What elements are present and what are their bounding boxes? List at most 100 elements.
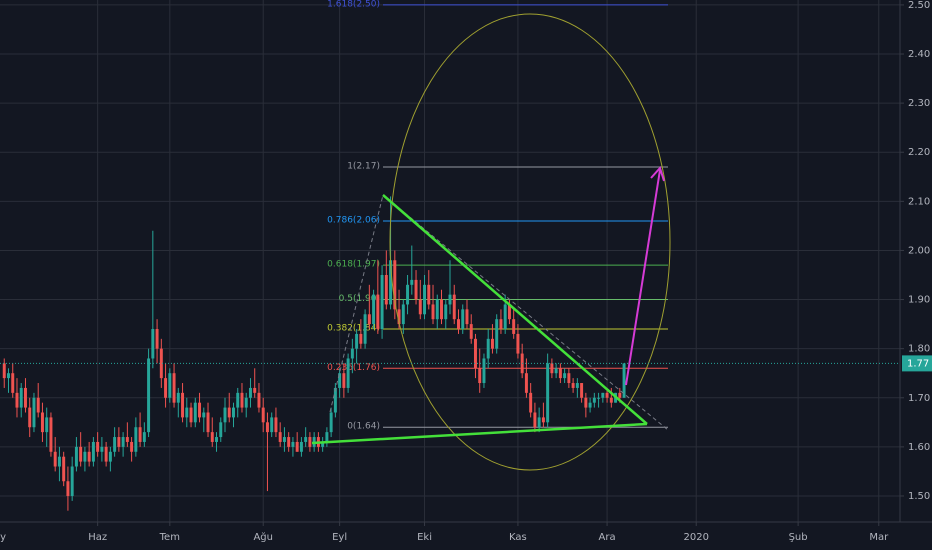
trend-line [311, 422, 648, 445]
candle-body [45, 417, 49, 433]
candle-body [91, 441, 95, 462]
candle-body [278, 432, 282, 442]
candle-body [57, 456, 61, 467]
candle-body [291, 441, 295, 447]
candle-body [490, 338, 494, 349]
fib-label: 0.5(1.90) [339, 294, 380, 304]
x-tick-label: Kas [509, 532, 527, 543]
x-tick-label: Şub [789, 532, 808, 543]
candle-body [193, 402, 197, 423]
ellipse [389, 13, 671, 471]
candle-body [36, 397, 40, 413]
candle-body [321, 441, 325, 447]
candle-body [380, 274, 384, 330]
candle-body [295, 441, 299, 452]
candle-body [134, 427, 138, 452]
y-tick-label: 2.50 [908, 0, 930, 11]
x-tick-label: Ağu [253, 531, 273, 543]
candle-body [189, 407, 193, 423]
y-tick-label: 2.10 [908, 196, 930, 207]
candle-body [15, 392, 19, 408]
candle-body [117, 437, 121, 447]
candle-body [185, 407, 189, 418]
candle-body [473, 338, 477, 369]
candle-body [265, 422, 269, 433]
candle-body [401, 304, 405, 325]
candle-body [32, 397, 36, 428]
candle-body [338, 373, 342, 388]
candle-body [537, 417, 541, 428]
last-price-label: 1.77 [907, 358, 929, 369]
candle-body [164, 378, 168, 398]
candle-body [558, 368, 562, 379]
candle-body [53, 451, 57, 467]
candle-body [172, 373, 176, 403]
candle-body [516, 333, 520, 354]
candle-body [138, 427, 142, 442]
candle-body [121, 437, 125, 447]
candle-body [584, 397, 588, 408]
candle-body [87, 451, 91, 462]
fib-label: 1(2.17) [347, 161, 380, 171]
candle-body [96, 441, 100, 452]
candle-body [575, 383, 579, 388]
candle-body [469, 324, 473, 339]
candle-body [499, 319, 503, 330]
candle-body [74, 446, 78, 467]
candle-body [452, 294, 456, 320]
y-tick-label: 2.30 [908, 98, 930, 109]
candle-body [372, 294, 376, 325]
candle-body [329, 412, 333, 433]
y-tick-label: 2.40 [908, 49, 930, 60]
y-tick-label: 2.20 [908, 147, 930, 158]
candle-body [541, 417, 545, 423]
candle-body [287, 437, 291, 447]
candles [2, 196, 626, 511]
candle-body [28, 407, 32, 428]
candle-body [244, 397, 248, 408]
candle-body [363, 314, 367, 344]
candle-body [304, 437, 308, 442]
candle-body [440, 299, 443, 320]
candle-body [444, 304, 448, 320]
candle-body [410, 279, 414, 285]
candle-body [159, 348, 163, 379]
candle-body [550, 363, 554, 374]
candle-body [355, 333, 359, 349]
candle-body [580, 383, 584, 398]
candle-body [206, 412, 210, 433]
candle-body [113, 437, 117, 452]
candle-body [282, 437, 286, 442]
candle-body [299, 441, 303, 452]
x-tick-label: May [0, 532, 6, 543]
candle-body [554, 368, 558, 374]
last-price-box [902, 355, 932, 372]
y-tick-label: 1.50 [908, 491, 930, 502]
candle-body [448, 294, 452, 305]
candle-body [346, 358, 350, 388]
candle-body [7, 373, 10, 379]
fib-label: 1.618(2.50) [327, 0, 380, 9]
candle-body [524, 373, 528, 393]
candle-body [62, 456, 66, 482]
candle-body [427, 284, 431, 305]
candle-body [567, 373, 571, 384]
candle-body [397, 309, 401, 325]
candle-body [546, 363, 550, 423]
candle-body [601, 392, 605, 398]
candle-body [333, 387, 337, 413]
candle-body [478, 368, 482, 384]
candle-body [414, 279, 418, 300]
candle-body [215, 437, 218, 442]
candle-body [384, 274, 388, 305]
candle-body [83, 451, 87, 462]
y-tick-label: 2.00 [908, 245, 930, 256]
x-tick-label: Haz [88, 532, 107, 543]
candle-body [367, 314, 371, 325]
candle-body [423, 284, 427, 315]
candle-body [406, 284, 410, 305]
candle-body [181, 392, 185, 418]
candle-body [457, 319, 460, 330]
candle-body [223, 407, 227, 423]
